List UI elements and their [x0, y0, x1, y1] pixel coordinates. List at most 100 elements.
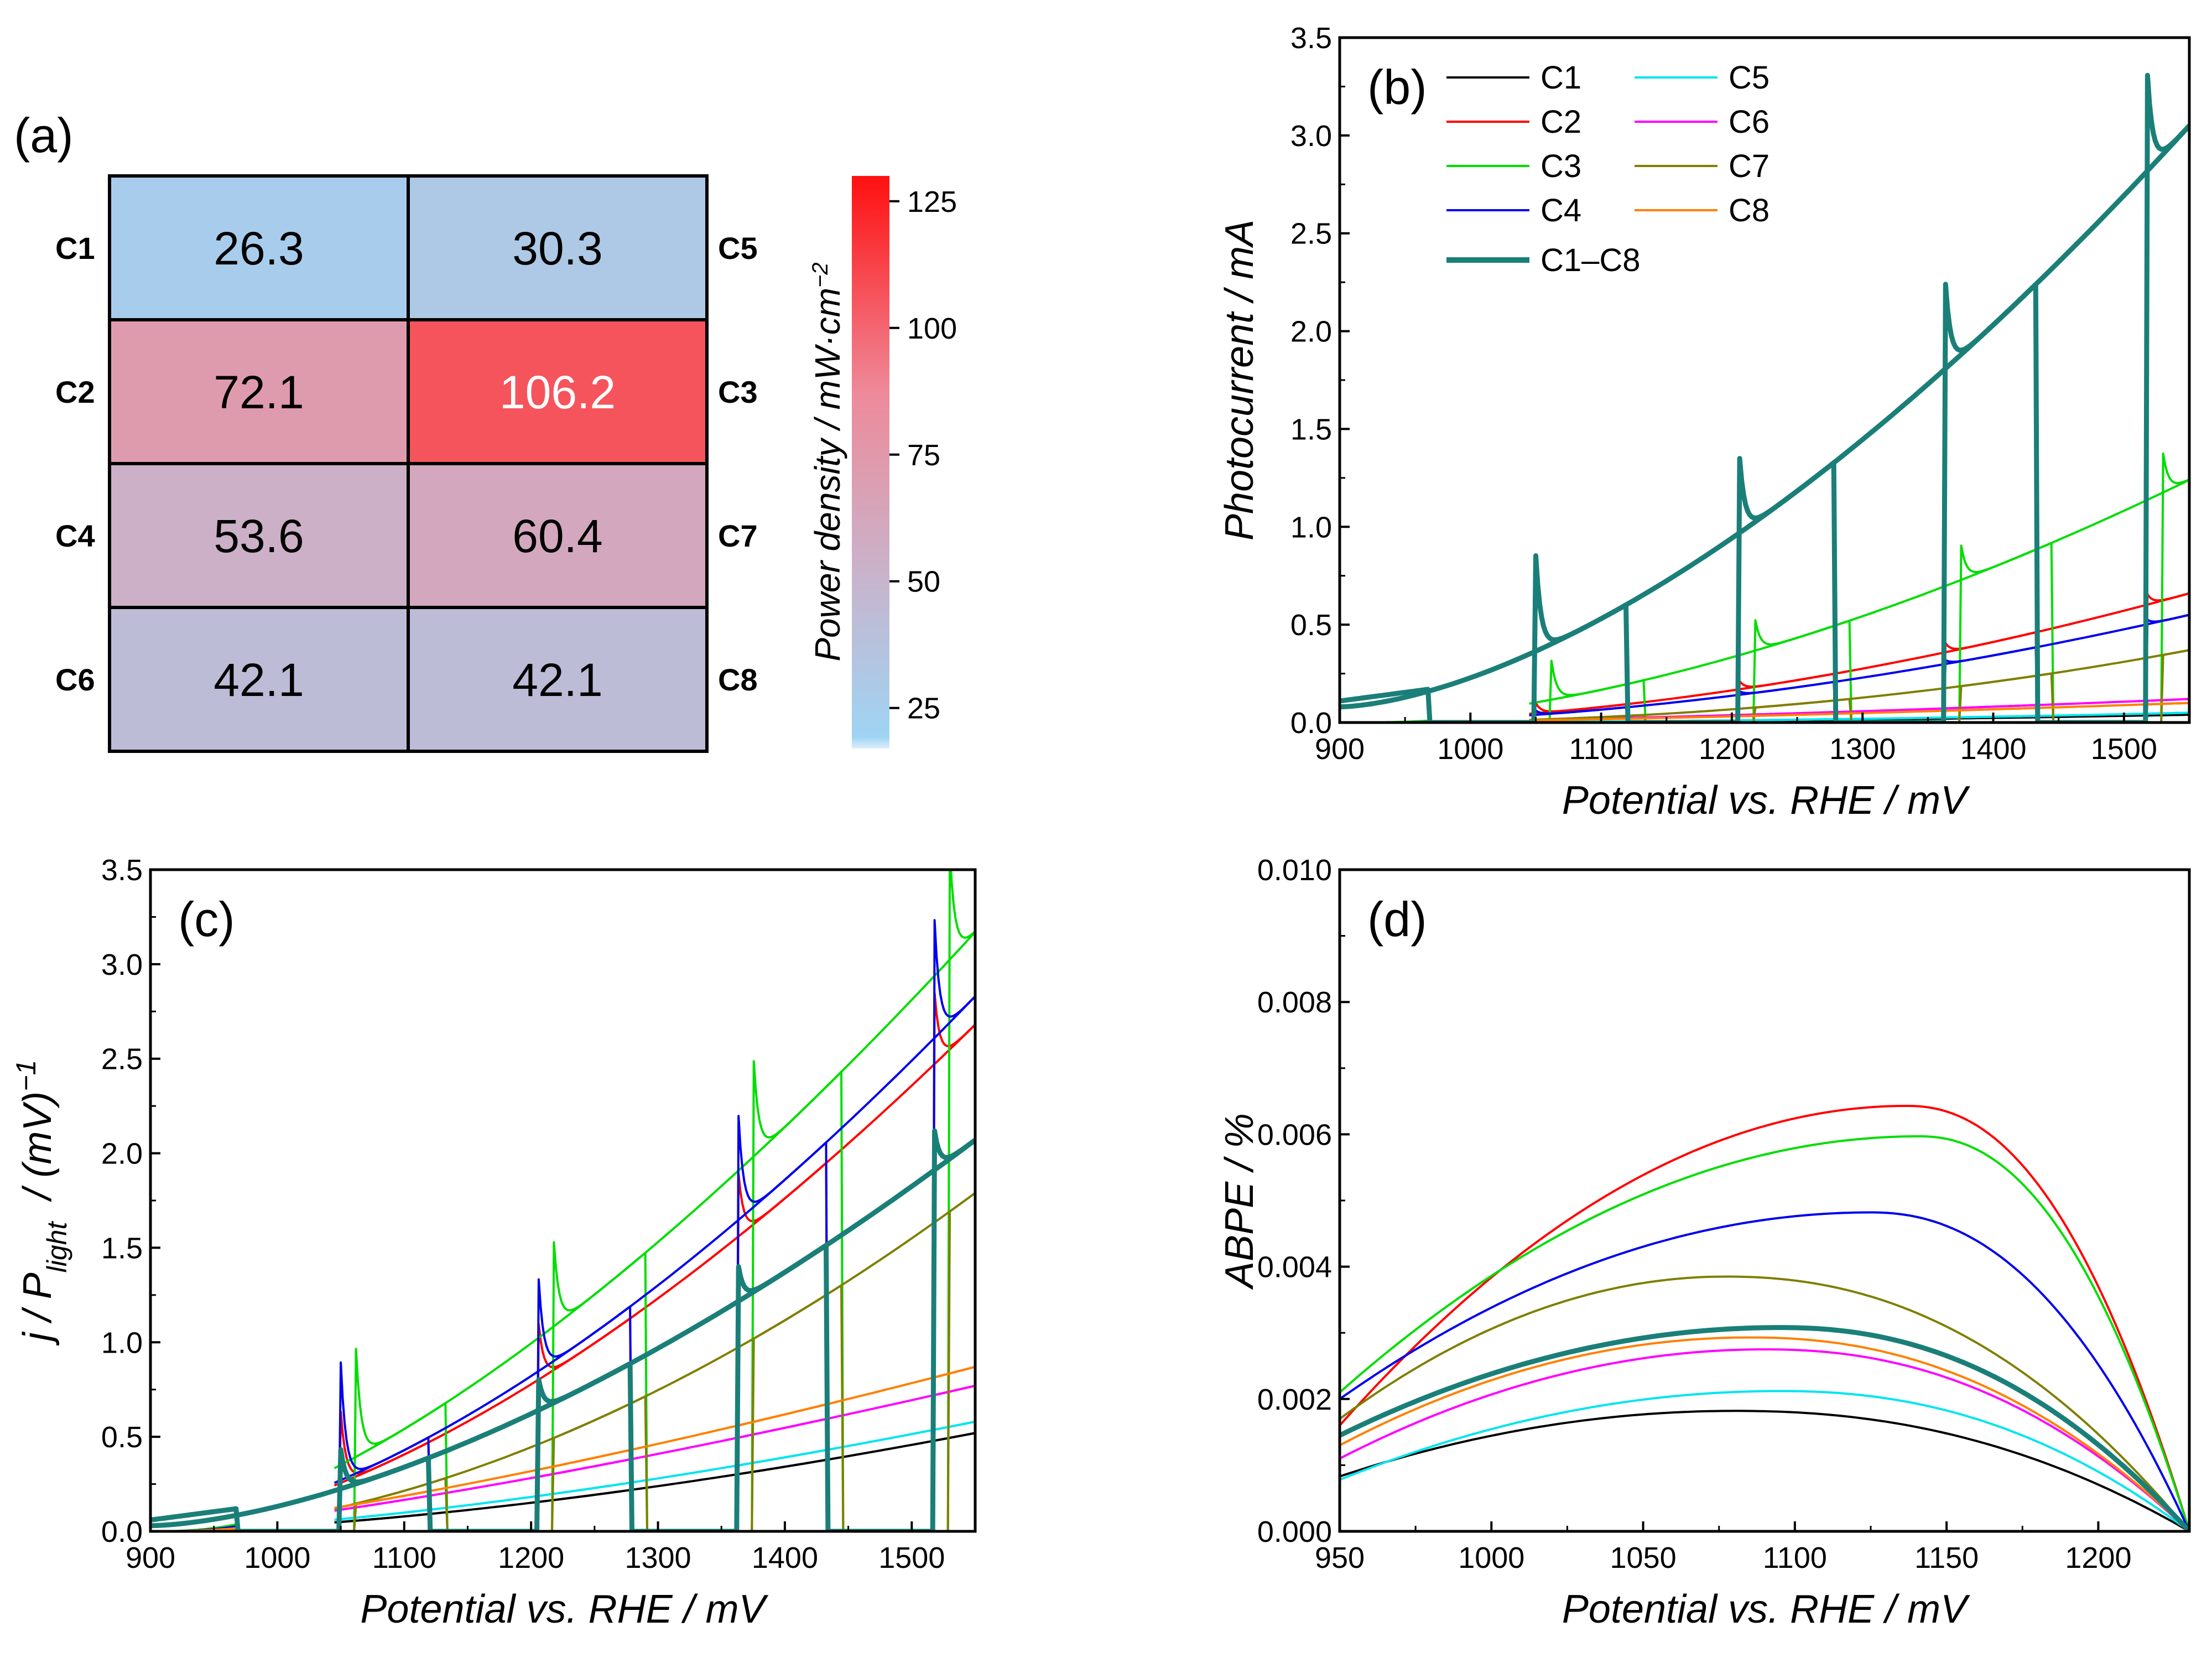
plot-area	[1340, 72, 2189, 723]
y-tick-label: 0.006	[1257, 1118, 1332, 1151]
y-axis-title: j / Plight / (mV)−1	[11, 1060, 72, 1347]
x-axis-title: Potential vs. RHE / mV	[360, 1587, 768, 1631]
series-line-C6	[1340, 1348, 2189, 1531]
y-tick-label: 0.0	[1290, 706, 1332, 740]
heatmap-row-label-right: C8	[718, 662, 758, 697]
panel-a-heatmap: (a) 26.3 30.3 72.1 106.2 53.6 60.4 42.1 42.1 C1…	[14, 108, 957, 753]
series-line-C4	[1340, 1211, 2189, 1531]
series-envelope-C2	[1529, 592, 2189, 715]
series-envelope-C4	[334, 995, 975, 1484]
x-tick-label: 900	[126, 1541, 175, 1574]
series-line-C1	[1340, 1410, 2189, 1531]
legend-label-C6: C6	[1729, 104, 1769, 140]
series-envelope-C6	[334, 1384, 975, 1512]
y-tick-label: 0.000	[1257, 1515, 1332, 1548]
heatmap-cell-value: 26.3	[214, 222, 304, 274]
y-tick-label: 0.002	[1257, 1383, 1332, 1416]
legend-label-C5: C5	[1729, 60, 1769, 96]
heatmap-cell-value: 42.1	[512, 654, 603, 706]
heatmap-row-label-left: C1	[55, 231, 95, 266]
panel-d-chart: 950 1000 1050 1100 1150 1200 0.000 0.002 0.004 0.…	[1217, 854, 2191, 1631]
series-line-C8	[1340, 1336, 2189, 1531]
heatmap-cell-value: 30.3	[512, 222, 603, 274]
series-line-C2	[1340, 1105, 2189, 1531]
y-tick-label: 2.0	[101, 1137, 143, 1171]
axes-frame	[1338, 36, 2191, 724]
y-tick-label: 2.0	[1290, 315, 1332, 349]
x-tick-label: 1500	[2091, 732, 2157, 766]
plot-area	[150, 870, 975, 1531]
x-tick-label: 1000	[244, 1541, 310, 1574]
heatmap-row-label-right: C3	[718, 375, 758, 409]
series-envelope-C8	[1529, 701, 2189, 722]
heatmap-cell-value: 106.2	[499, 366, 616, 418]
y-tick-label: 3.5	[1290, 22, 1332, 55]
y-tick-label: 0.0	[101, 1515, 143, 1548]
x-tick-label: 900	[1315, 732, 1365, 766]
series-line-C5	[1340, 1390, 2189, 1531]
x-tick-label: 1050	[1610, 1541, 1677, 1574]
y-tick-label: 1.5	[101, 1231, 143, 1265]
axes-frame	[1338, 868, 2191, 1533]
panel-label: (d)	[1367, 892, 1427, 947]
series-line-C7	[1340, 1275, 2189, 1531]
x-tick-label: 1300	[1829, 732, 1896, 766]
series-envelope-C1–C8	[1340, 124, 2189, 710]
y-tick-label: 0.004	[1257, 1251, 1332, 1284]
colorbar-tick-label: 25	[907, 692, 940, 725]
heatmap-cell	[407, 606, 709, 753]
series-envelope-C7	[1529, 649, 2189, 721]
heatmap-row-labels: C1 C5 C2 C3 C4 C7 C6 C8	[55, 231, 758, 697]
colorbar-tick-label: 125	[907, 185, 957, 219]
series-envelope-C8	[334, 1365, 975, 1509]
panel-label: (c)	[178, 892, 235, 947]
legend-label-C7: C7	[1729, 148, 1769, 184]
heatmap-row-label-left: C2	[55, 375, 95, 409]
legend-label-C4: C4	[1540, 193, 1581, 228]
colorbar-tick-label: 50	[907, 565, 940, 599]
colorbar-title: Power density / mW·cm−2	[808, 262, 847, 661]
x-tick-label: 1150	[1914, 1541, 1979, 1574]
heatmap-cell	[108, 318, 410, 465]
heatmap-cell-value: 42.1	[214, 654, 304, 706]
x-tick-label: 1100	[1763, 1541, 1827, 1574]
x-axis-title: Potential vs. RHE / mV	[1562, 1587, 1970, 1631]
plot-area	[1340, 1105, 2189, 1531]
y-tick-label: 0.008	[1257, 986, 1332, 1019]
heatmap-cell-value: 53.6	[214, 510, 304, 562]
heatmap-cell-value: 72.1	[214, 366, 304, 418]
x-tick-label: 1400	[752, 1541, 818, 1574]
heatmap-row-label-left: C4	[55, 518, 95, 553]
x-tick-label: 1200	[1699, 732, 1765, 766]
y-axis-title: ABPE / %	[1217, 1113, 1262, 1290]
legend-label-C1–C8: C1–C8	[1540, 242, 1641, 278]
series-line-C3	[1340, 1135, 2189, 1531]
x-tick-label: 1300	[624, 1541, 691, 1574]
heatmap-row-label-right: C7	[718, 518, 758, 553]
x-tick-label: 1500	[878, 1541, 945, 1574]
y-axis-title: Photocurrent / mA	[1217, 220, 1262, 541]
colorbar	[852, 176, 889, 749]
y-tick-label: 1.5	[1290, 413, 1332, 446]
y-tick-label: 2.5	[101, 1043, 143, 1076]
series-line-C1–C8	[1340, 1325, 2189, 1531]
series-envelope-C3	[334, 931, 975, 1469]
colorbar-tick-label: 100	[907, 312, 957, 345]
panel-a-label: (a)	[14, 108, 74, 163]
heatmap-cells: 26.3 30.3 72.1 106.2 53.6 60.4 42.1 42.1	[108, 174, 709, 753]
series-envelope-C7	[334, 1192, 975, 1510]
series-envelope-C3	[1529, 479, 2189, 705]
x-tick-label: 1200	[2065, 1541, 2131, 1574]
heatmap-cell-value: 60.4	[512, 510, 603, 562]
x-tick-label: 1000	[1437, 732, 1503, 766]
series-envelope-C2	[334, 1023, 975, 1487]
series-envelope-C5	[334, 1420, 975, 1521]
legend-label-C2: C2	[1540, 104, 1581, 140]
x-tick-label: 950	[1315, 1541, 1365, 1574]
y-tick-label: 2.5	[1290, 217, 1332, 251]
y-tick-label: 3.0	[1290, 119, 1332, 153]
heatmap-cell	[108, 606, 410, 753]
heatmap-row-label-left: C6	[55, 662, 95, 697]
x-tick-label: 1400	[1960, 732, 2026, 766]
